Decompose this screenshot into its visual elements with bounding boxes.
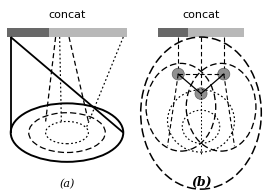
Bar bbox=[7, 28, 49, 37]
Ellipse shape bbox=[172, 68, 184, 80]
Bar bbox=[158, 28, 188, 37]
Ellipse shape bbox=[195, 88, 207, 99]
Text: (a): (a) bbox=[59, 179, 75, 189]
Text: concat: concat bbox=[48, 10, 86, 20]
Text: concat: concat bbox=[182, 10, 220, 20]
Text: (b): (b) bbox=[191, 176, 211, 189]
Bar bbox=[49, 28, 127, 37]
Ellipse shape bbox=[218, 68, 230, 80]
Bar bbox=[188, 28, 244, 37]
